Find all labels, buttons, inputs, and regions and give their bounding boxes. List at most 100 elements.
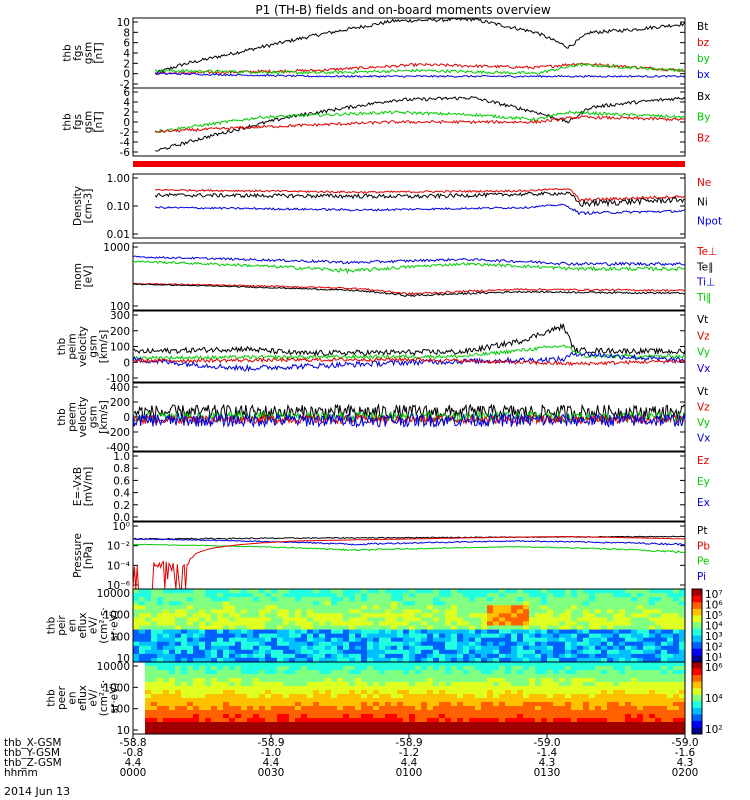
heatmap-cell	[325, 674, 332, 679]
heatmap-cell	[253, 662, 260, 667]
heatmap-cell	[157, 613, 164, 618]
heatmap-cell	[661, 690, 668, 695]
heatmap-cell	[259, 617, 266, 623]
heatmap-cell	[283, 690, 290, 695]
heatmap-cell	[139, 637, 146, 643]
heatmap-cell	[553, 637, 560, 643]
heatmap-cell	[157, 706, 164, 711]
heatmap-cell	[547, 637, 554, 643]
heatmap-cell	[163, 633, 170, 639]
heatmap-cell	[133, 621, 140, 627]
heatmap-cell	[673, 593, 680, 598]
heatmap-cell	[361, 690, 368, 695]
heatmap-cell	[499, 637, 506, 643]
heatmap-cell	[361, 666, 368, 671]
heatmap-cell	[427, 710, 434, 715]
heatmap-cell	[565, 601, 572, 606]
heatmap-cell	[403, 597, 410, 602]
heatmap-cell	[241, 617, 248, 623]
heatmap-cell	[409, 714, 416, 719]
heatmap-cell	[469, 621, 476, 627]
heatmap-cell	[565, 617, 572, 623]
heatmap-cell	[415, 710, 422, 715]
heatmap-cell	[565, 694, 572, 699]
heatmap-cell	[421, 718, 428, 723]
heatmap-cell	[541, 657, 548, 662]
heatmap-cell	[547, 678, 554, 683]
heatmap-cell	[187, 722, 194, 727]
heatmap-cell	[463, 706, 470, 711]
heatmap-cell	[361, 633, 368, 639]
heatmap-cell	[157, 730, 164, 734]
heatmap-cell	[481, 686, 488, 691]
heatmap-cell	[235, 698, 242, 703]
heatmap-cell	[541, 714, 548, 719]
heatmap-cell	[583, 629, 590, 635]
heatmap-cell	[679, 714, 685, 719]
heatmap-cell	[391, 666, 398, 671]
heatmap-cell	[367, 690, 374, 695]
heatmap-cell	[271, 657, 278, 662]
heatmap-cell	[343, 730, 350, 734]
heatmap-cell	[559, 641, 566, 647]
heatmap-cell	[511, 698, 518, 703]
heatmap-cell	[151, 682, 158, 687]
heatmap-cell	[283, 726, 290, 731]
heatmap-cell	[289, 621, 296, 627]
heatmap-cell	[463, 645, 470, 651]
heatmap-cell	[193, 593, 200, 598]
heatmap-cell	[313, 666, 320, 671]
heatmap-cell	[649, 637, 656, 643]
y-tick-label: -400	[106, 442, 130, 454]
heatmap-cell	[601, 722, 608, 727]
heatmap-cell	[211, 605, 218, 610]
y-axis-label: thb	[56, 408, 68, 426]
heatmap-cell	[271, 597, 278, 602]
heatmap-cell	[253, 613, 260, 618]
heatmap-cell	[217, 674, 224, 679]
heatmap-cell	[499, 617, 506, 623]
heatmap-cell	[199, 601, 206, 606]
heatmap-cell	[373, 645, 380, 651]
heatmap-cell	[373, 702, 380, 707]
heatmap-cell	[649, 726, 656, 731]
heatmap-cell	[271, 609, 278, 614]
heatmap-cell	[673, 645, 680, 651]
heatmap-cell	[601, 686, 608, 691]
heatmap-cell	[199, 633, 206, 639]
heatmap-cell	[505, 674, 512, 679]
heatmap-cell	[169, 722, 176, 727]
heatmap-cell	[385, 694, 392, 699]
heatmap-cell	[217, 726, 224, 731]
heatmap-cell	[607, 718, 614, 723]
heatmap-cell	[253, 670, 260, 675]
heatmap-cell	[295, 682, 302, 687]
heatmap-cell	[373, 682, 380, 687]
heatmap-cell	[523, 625, 530, 631]
heatmap-cell	[511, 662, 518, 667]
heatmap-cell	[589, 662, 596, 667]
heatmap-cell	[655, 645, 662, 651]
heatmap-cell	[373, 670, 380, 675]
heatmap-cell	[469, 714, 476, 719]
heatmap-cell	[223, 589, 230, 594]
heatmap-cell	[235, 621, 242, 627]
heatmap-cell	[175, 674, 182, 679]
heatmap-cell	[481, 589, 488, 594]
heatmap-cell	[673, 674, 680, 679]
heatmap-cell	[541, 730, 548, 734]
heatmap-cell	[625, 589, 632, 594]
heatmap-cell	[661, 718, 668, 723]
heatmap-cell	[253, 657, 260, 662]
heatmap-cell	[301, 722, 308, 727]
heatmap-cell	[637, 722, 644, 727]
heatmap-cell	[139, 629, 146, 635]
heatmap-cell	[283, 730, 290, 734]
heatmap-cell	[187, 698, 194, 703]
heatmap-cell	[547, 682, 554, 687]
y-tick-label: 0	[123, 357, 130, 369]
x-tick-label: 4.4	[125, 757, 142, 769]
heatmap-cell	[361, 625, 368, 631]
heatmap-cell	[367, 698, 374, 703]
heatmap-cell	[409, 613, 416, 618]
